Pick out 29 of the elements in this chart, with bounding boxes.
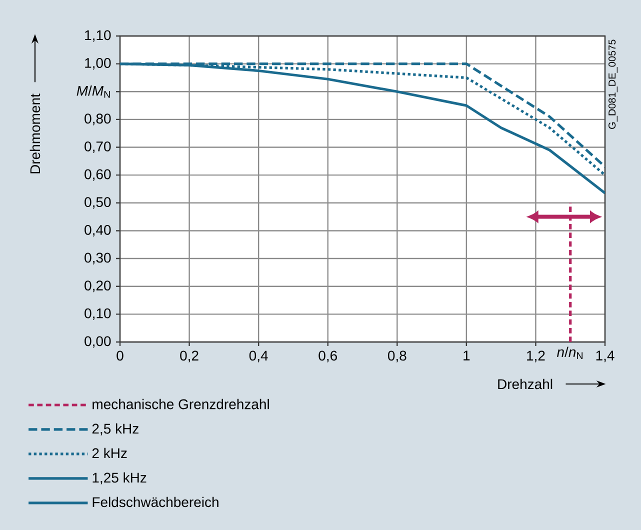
x-tick-label: 1 xyxy=(464,350,470,360)
y-tick-label: M/M$_{N}$ xyxy=(76,85,110,98)
y-tick-label: 0,40 xyxy=(84,224,111,237)
y-tick-label: 0,10 xyxy=(84,308,111,320)
x-tick-label: 0,2 xyxy=(180,350,198,362)
text: G_D081_DE_00575 xyxy=(608,40,618,129)
y-axis-title: Drehmoment xyxy=(30,94,40,174)
legend-label: 2,5 kHz xyxy=(92,423,138,436)
y-tick-label: 0,00 xyxy=(84,336,111,348)
y-tick-label: 0,20 xyxy=(84,280,111,292)
y-tick-label: 0,80 xyxy=(84,114,111,126)
x-tick-label: 0 xyxy=(116,350,124,361)
y-tick-label: 0,60 xyxy=(84,169,111,181)
x-tick-label: 1,2 xyxy=(527,350,545,362)
x-tick-label: 1,4 xyxy=(596,350,614,362)
x-tick-label: 0,8 xyxy=(388,350,406,362)
x-tick-label: 0,6 xyxy=(318,350,337,362)
y-tick-label: 0,70 xyxy=(84,141,111,154)
y-tick-label: 0,30 xyxy=(84,252,111,264)
y-tick-label: 0,50 xyxy=(84,197,111,209)
x-tick-label: 0,4 xyxy=(249,350,268,362)
y-tick-label: 1,10 xyxy=(85,30,111,42)
y-tick-label: 1,00 xyxy=(85,58,111,70)
x-axis-title: Drehzahl xyxy=(498,378,552,390)
legend-label: 2 kHz xyxy=(92,448,127,458)
legend-label: mechanische Grenzdrehzahl xyxy=(92,398,269,410)
legend-label: 1,25 kHz xyxy=(92,472,146,484)
x-tick-label: n/n$_{N}$ xyxy=(556,346,582,360)
text: Feldschwächbereich xyxy=(92,496,218,508)
